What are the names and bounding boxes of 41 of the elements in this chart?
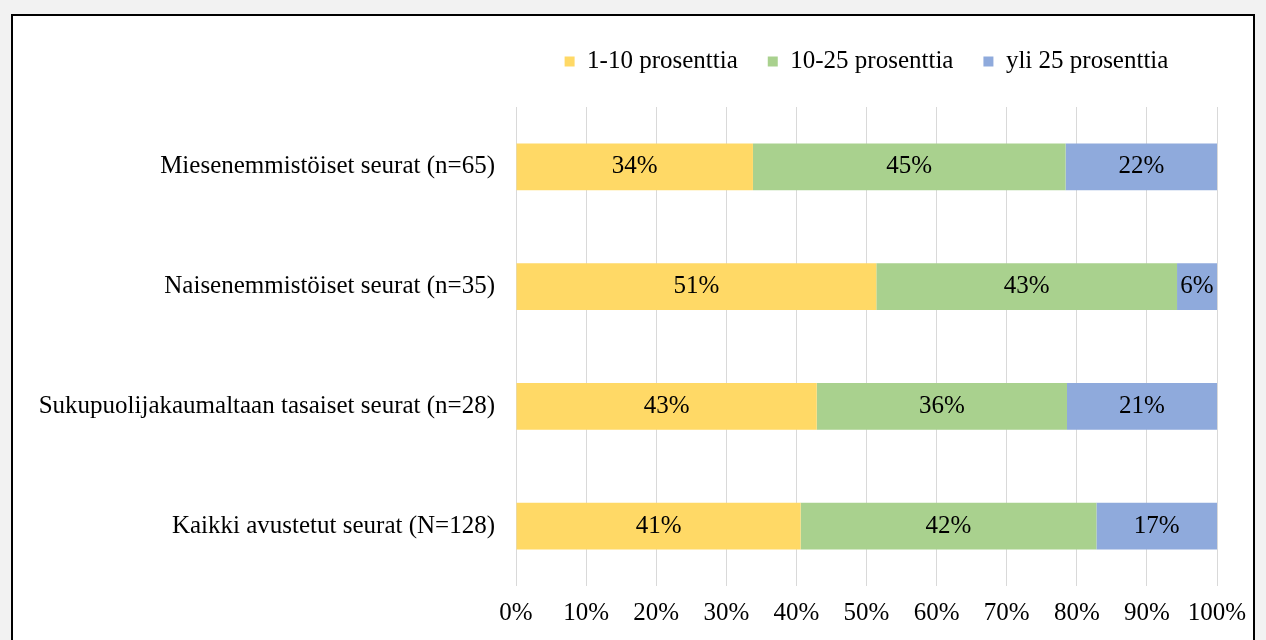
bar (800, 502, 1097, 550)
bar (1096, 502, 1217, 550)
legend-label: 1-10 prosenttia (587, 46, 738, 74)
x-tick-label: 50% (843, 597, 890, 625)
x-tick-label: 60% (913, 597, 960, 625)
data-label: 21% (1119, 390, 1165, 418)
data-label: 17% (1133, 510, 1180, 538)
x-tick-label: 0% (499, 597, 533, 625)
legend-label: 10-25 prosenttia (790, 46, 954, 74)
data-label: 45% (886, 151, 933, 179)
bar (516, 143, 753, 191)
y-tick-label: Naisenemmistöiset seurat (n=35) (164, 271, 495, 300)
x-tick-label: 10% (563, 597, 610, 625)
x-tick-label: 100% (1187, 597, 1247, 625)
y-tick-label: Miesenemmistöiset seurat (n=65) (160, 151, 495, 180)
bar (516, 502, 801, 550)
data-label: 51% (673, 271, 720, 299)
x-tick-label: 20% (633, 597, 680, 625)
data-label: 42% (925, 510, 972, 538)
data-label: 43% (1003, 271, 1050, 299)
x-tick-label: 70% (983, 597, 1030, 625)
y-tick-label: Kaikki avustetut seurat (N=128) (171, 510, 495, 539)
x-tick-label: 40% (773, 597, 820, 625)
y-tick-label: Sukupuolijakaumaltaan tasaiset seurat (n=28) (38, 390, 495, 419)
legend-label: yli 25 prosenttia (1005, 46, 1169, 74)
bar (1066, 383, 1217, 430)
data-label: 41% (635, 510, 682, 538)
data-label: 36% (918, 390, 965, 418)
data-label: 43% (643, 390, 690, 418)
bar (876, 263, 1178, 310)
x-tick-label: 80% (1053, 597, 1100, 625)
x-tick-label: 90% (1123, 597, 1170, 625)
data-label: 6% (1180, 271, 1214, 299)
bar (516, 263, 877, 310)
data-label: 34% (611, 151, 658, 179)
bar (752, 143, 1066, 191)
bar (816, 383, 1067, 430)
x-tick-label: 30% (703, 597, 750, 625)
bar (516, 383, 817, 430)
data-label: 22% (1118, 151, 1165, 179)
bar (1065, 143, 1217, 191)
